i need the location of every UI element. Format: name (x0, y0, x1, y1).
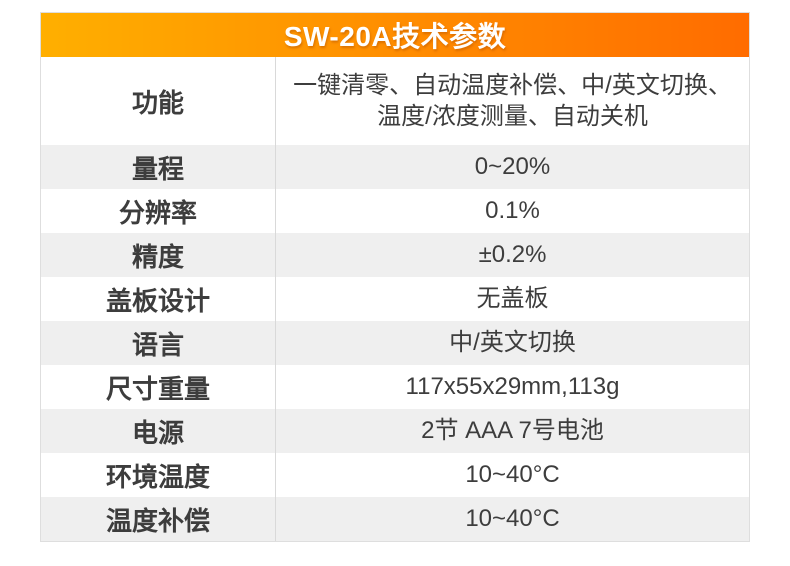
table-title: SW-20A技术参数 (41, 13, 749, 57)
spec-label: 尺寸重量 (41, 365, 276, 409)
table-row: 温度补偿 10~40°C (41, 497, 749, 541)
spec-value: 10~40°C (465, 461, 560, 489)
spec-value: 0.1% (485, 197, 540, 225)
spec-label: 分辨率 (41, 189, 276, 233)
table-row: 盖板设计 无盖板 (41, 277, 749, 321)
spec-label: 电源 (41, 409, 276, 453)
spec-label: 语言 (41, 321, 276, 365)
table-row: 量程 0~20% (41, 145, 749, 189)
spec-label: 精度 (41, 233, 276, 277)
spec-value: 0~20% (474, 153, 551, 181)
table-row: 精度 ±0.2% (41, 233, 749, 277)
table-row: 功能 一键清零、自动温度补偿、中/英文切换、 温度/浓度测量、自动关机 (41, 57, 749, 145)
table-row: 电源 2节 AAA 7号电池 (41, 409, 749, 453)
spec-value: 117x55x29mm,113g (405, 373, 620, 401)
spec-value: 中/英文切换 (449, 329, 576, 357)
spec-value: 一键清零、自动温度补偿、中/英文切换、 温度/浓度测量、自动关机 (293, 71, 732, 130)
spec-value: ±0.2% (478, 241, 547, 269)
spec-label: 环境温度 (41, 453, 276, 497)
spec-value: 10~40°C (465, 505, 560, 533)
spec-label: 量程 (41, 145, 276, 189)
table-row: 语言 中/英文切换 (41, 321, 749, 365)
table-body: 功能 一键清零、自动温度补偿、中/英文切换、 温度/浓度测量、自动关机 量程 0~20… (41, 57, 749, 541)
spec-table: SW-20A技术参数 功能 一键清零、自动温度补偿、中/英文切换、 温度/浓度测量… (40, 12, 750, 542)
spec-label: 盖板设计 (41, 277, 276, 321)
spec-label: 功能 (41, 57, 276, 145)
table-row: 分辨率 0.1% (41, 189, 749, 233)
spec-value: 无盖板 (476, 285, 549, 313)
table-row: 尺寸重量 117x55x29mm,113g (41, 365, 749, 409)
table-row: 环境温度 10~40°C (41, 453, 749, 497)
spec-value: 2节 AAA 7号电池 (421, 417, 604, 445)
spec-label: 温度补偿 (41, 497, 276, 541)
